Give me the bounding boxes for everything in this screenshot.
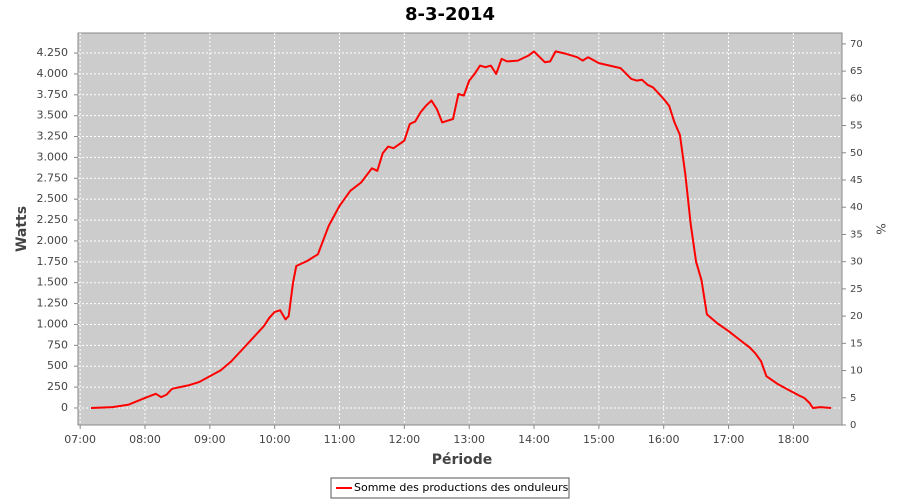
y2-tick-label: 55 (850, 121, 863, 132)
y-tick-label: 1.750 (37, 255, 69, 268)
y-tick-label: 2.750 (37, 171, 69, 184)
x-tick-label: 13:00 (453, 433, 485, 446)
y-tick-label: 3.500 (37, 109, 69, 122)
y2-tick-label: 25 (850, 284, 863, 295)
x-tick-label: 07:00 (64, 433, 96, 446)
x-tick-label: 08:00 (129, 433, 161, 446)
plot-area (77, 32, 843, 426)
y2-tick-label: 50 (850, 148, 863, 159)
y2-tick-label: 20 (850, 311, 863, 322)
y-tick-label: 4.250 (37, 46, 69, 59)
y2-tick-label: 35 (850, 229, 863, 240)
y-tick-label: 500 (47, 359, 68, 372)
legend: Somme des productions des onduleurs (330, 477, 570, 499)
y-tick-label: 750 (47, 338, 68, 351)
y-tick-label: 3.000 (37, 150, 69, 163)
y-tick-label: 4.000 (37, 67, 69, 80)
y-tick-label: 1.500 (37, 276, 69, 289)
y-tick-label: 1.250 (37, 297, 69, 310)
y2-tick-label: 45 (850, 175, 863, 186)
y-tick-label: 250 (47, 380, 68, 393)
legend-label: Somme des productions des onduleurs (354, 481, 569, 494)
y2-tick-label: 70 (850, 39, 863, 50)
y2-tick-label: 15 (850, 338, 863, 349)
y2-tick-label: 40 (850, 202, 863, 213)
x-tick-label: 11:00 (324, 433, 356, 446)
x-tick-label: 10:00 (259, 433, 291, 446)
y-tick-label: 0 (61, 401, 68, 414)
x-tick-label: 16:00 (648, 433, 680, 446)
y2-tick-label: 30 (850, 257, 863, 268)
y2-tick-label: 0 (850, 420, 856, 431)
y-tick-label: 3.250 (37, 130, 69, 143)
x-tick-label: 14:00 (518, 433, 550, 446)
y2-tick-label: 5 (850, 393, 856, 404)
y-tick-label: 2.250 (37, 213, 69, 226)
y-axis-label: Watts (14, 206, 30, 252)
y2-tick-label: 10 (850, 366, 863, 377)
chart-title: 8-3-2014 (405, 4, 495, 25)
x-tick-label: 15:00 (583, 433, 615, 446)
y2-tick-label: 60 (850, 93, 863, 104)
x-tick-label: 12:00 (388, 433, 420, 446)
legend-box (330, 477, 570, 499)
y-tick-label: 2.000 (37, 234, 69, 247)
x-tick-label: 18:00 (778, 433, 810, 446)
y-tick-label: 2.500 (37, 192, 69, 205)
x-tick-label: 17:00 (713, 433, 745, 446)
x-tick-label: 09:00 (194, 433, 226, 446)
y-tick-label: 1.000 (37, 317, 69, 330)
y-tick-label: 3.750 (37, 88, 69, 101)
y2-tick-label: 65 (850, 66, 863, 77)
x-axis-label: Période (432, 452, 493, 468)
line-series (90, 50, 832, 409)
y2-axis-label: % (874, 223, 888, 234)
